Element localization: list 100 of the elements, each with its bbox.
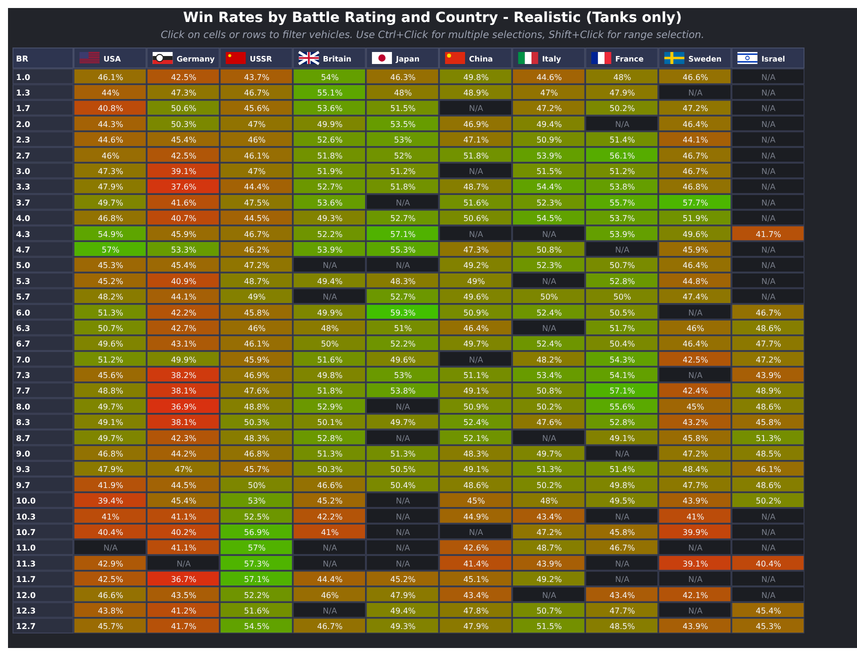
data-label: 52.8% bbox=[610, 276, 636, 286]
data-label: 46.4% bbox=[682, 340, 708, 349]
data-label: 52.4% bbox=[463, 418, 490, 428]
data-label: 52.7% bbox=[390, 214, 416, 224]
data-label: 52.4% bbox=[536, 340, 562, 349]
data-label: 53% bbox=[394, 136, 412, 145]
data-label: 54.3% bbox=[610, 355, 636, 364]
empty-cell: N/A bbox=[658, 539, 732, 555]
empty-cell: N/A bbox=[732, 116, 804, 132]
data-label: 53.8% bbox=[610, 182, 636, 192]
data-label: 49.8% bbox=[317, 371, 343, 380]
data-label: 52.7% bbox=[317, 182, 343, 192]
data-label: 41.6% bbox=[170, 198, 197, 208]
y-tick-label: 3.0 bbox=[16, 167, 31, 176]
empty-cell: N/A bbox=[732, 68, 804, 84]
data-label: 46.7% bbox=[756, 308, 782, 318]
data-label: 51.6% bbox=[463, 198, 490, 208]
data-label: 45.6% bbox=[244, 104, 270, 114]
data-label: 48% bbox=[320, 324, 340, 333]
data-label: 47% bbox=[540, 88, 558, 98]
data-label: 48.6% bbox=[463, 480, 490, 490]
y-tick-label: 2.7 bbox=[16, 151, 30, 160]
data-label: 44.4% bbox=[244, 182, 270, 192]
data-label: 46% bbox=[102, 151, 120, 160]
data-label: 42.2% bbox=[170, 308, 197, 318]
data-label: 51.9% bbox=[682, 214, 708, 224]
empty-cell: N/A bbox=[366, 398, 439, 414]
data-label: 46% bbox=[248, 324, 266, 333]
data-label: 46.1% bbox=[244, 340, 270, 349]
data-label: 45.9% bbox=[682, 245, 708, 254]
data-label: 46% bbox=[320, 590, 340, 600]
data-label: 50.5% bbox=[610, 308, 636, 318]
data-label: 42.6% bbox=[463, 544, 490, 553]
data-label: 57.1% bbox=[610, 386, 636, 396]
empty-cell: N/A bbox=[146, 555, 220, 571]
data-label: 39.1% bbox=[170, 167, 197, 176]
empty-cell: N/A bbox=[732, 178, 804, 194]
data-label: 41.7% bbox=[170, 622, 197, 632]
data-label: 43.7% bbox=[244, 72, 270, 82]
empty-cell: N/A bbox=[74, 539, 146, 555]
empty-cell: N/A bbox=[292, 539, 366, 555]
data-label: 45.8% bbox=[682, 434, 708, 443]
data-label: 49.6% bbox=[682, 230, 708, 239]
data-label: 45.7% bbox=[244, 465, 270, 474]
data-label: 46.8% bbox=[244, 450, 270, 459]
y-tick-label: 11.3 bbox=[16, 559, 36, 568]
empty-cell: N/A bbox=[366, 524, 439, 540]
data-label: 57.3% bbox=[244, 559, 270, 568]
data-label: 47.1% bbox=[463, 136, 490, 145]
data-label: 49.6% bbox=[463, 292, 490, 302]
data-label: 51% bbox=[394, 324, 412, 333]
data-label: 54.1% bbox=[610, 371, 636, 380]
data-label: 51.2% bbox=[98, 355, 124, 364]
chart-title: Win Rates by Battle Rating and Country - Realistic (Tanks only) bbox=[183, 10, 682, 26]
data-label: 45.3% bbox=[98, 261, 124, 270]
y-tick-label: 9.7 bbox=[16, 480, 30, 490]
data-label: 57.1% bbox=[390, 230, 416, 239]
y-tick-label: 9.0 bbox=[16, 450, 31, 459]
data-label: 48.7% bbox=[244, 276, 270, 286]
data-label: 51.8% bbox=[317, 151, 343, 160]
empty-cell: N/A bbox=[585, 116, 658, 132]
data-label: 47.3% bbox=[463, 245, 490, 254]
data-label: 42.5% bbox=[170, 151, 197, 160]
empty-cell: N/A bbox=[732, 241, 804, 257]
data-label: 45.4% bbox=[170, 496, 197, 506]
data-label: 50.2% bbox=[756, 496, 782, 506]
data-label: 49.4% bbox=[536, 120, 562, 129]
data-label: 40.9% bbox=[170, 276, 197, 286]
data-label: 44.6% bbox=[98, 136, 124, 145]
data-label: 40.2% bbox=[170, 528, 197, 537]
data-label: 51.6% bbox=[244, 606, 270, 616]
data-label: 41.7% bbox=[756, 230, 782, 239]
y-tick-label: 7.7 bbox=[16, 386, 30, 396]
data-label: 46.4% bbox=[682, 120, 708, 129]
y-tick-label: 5.7 bbox=[16, 292, 30, 302]
y-tick-label: 5.0 bbox=[16, 261, 31, 270]
data-label: 48.7% bbox=[463, 182, 490, 192]
data-label: 55.6% bbox=[610, 402, 636, 412]
data-label: 47.6% bbox=[536, 418, 562, 428]
data-label: 48.6% bbox=[756, 402, 782, 412]
y-tick-label: 6.0 bbox=[16, 308, 31, 318]
empty-cell: N/A bbox=[732, 508, 804, 524]
data-label: 47% bbox=[248, 120, 266, 129]
empty-cell: N/A bbox=[439, 524, 512, 540]
data-label: 46.6% bbox=[317, 480, 343, 490]
data-label: 40.4% bbox=[756, 559, 782, 568]
empty-cell: N/A bbox=[439, 351, 512, 367]
y-tick-label: 10.7 bbox=[16, 528, 36, 537]
empty-cell: N/A bbox=[439, 100, 512, 116]
data-label: 55.7% bbox=[610, 198, 636, 208]
data-label: 45.4% bbox=[756, 606, 782, 616]
empty-cell: N/A bbox=[732, 131, 804, 147]
empty-cell: N/A bbox=[585, 241, 658, 257]
empty-cell: N/A bbox=[585, 555, 658, 571]
empty-cell: N/A bbox=[439, 226, 512, 242]
empty-cell: N/A bbox=[366, 508, 439, 524]
data-label: 43.5% bbox=[170, 590, 197, 600]
data-label: 49.7% bbox=[536, 450, 562, 459]
data-label: 51.8% bbox=[463, 151, 490, 160]
data-label: 46.7% bbox=[317, 622, 343, 632]
